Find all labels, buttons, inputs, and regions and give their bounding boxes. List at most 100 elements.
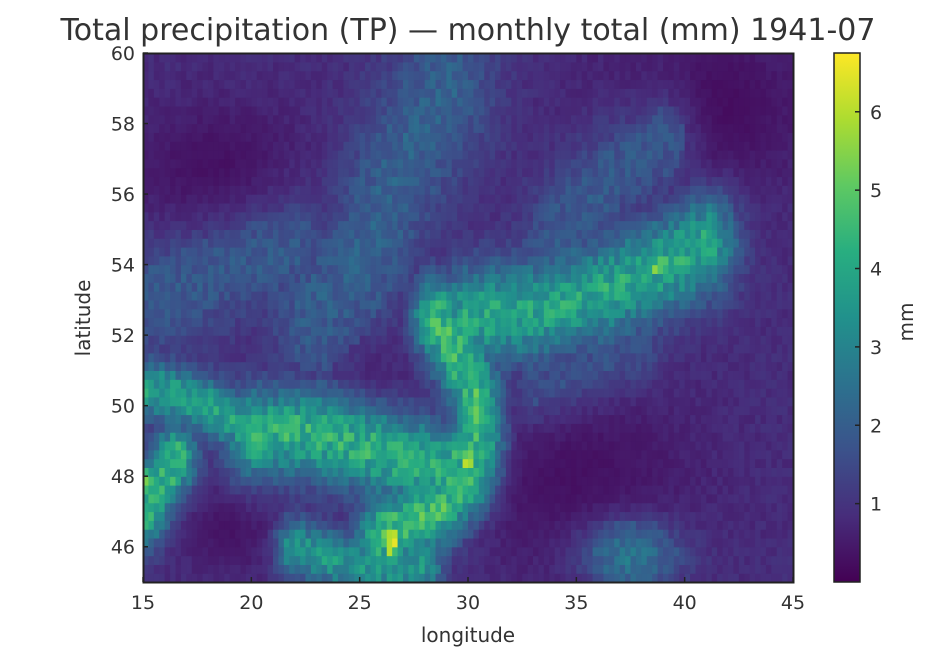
heatmap-cell <box>700 308 707 319</box>
heatmap-cell <box>451 282 458 292</box>
heatmap-cell <box>256 502 263 513</box>
heatmap-cell <box>278 502 285 513</box>
heatmap-cell <box>608 273 615 283</box>
heatmap-cell <box>511 432 518 442</box>
heatmap-cell <box>728 458 735 468</box>
heatmap-cell <box>652 423 659 433</box>
heatmap-cell <box>430 440 437 451</box>
heatmap-cells <box>143 53 794 583</box>
heatmap-cell <box>235 529 242 539</box>
heatmap-cell <box>706 511 713 521</box>
heatmap-cell <box>392 264 399 275</box>
heatmap-cell <box>365 511 372 521</box>
heatmap-cell <box>430 273 437 283</box>
heatmap-cell <box>235 440 242 451</box>
heatmap-cell <box>229 308 236 319</box>
heatmap-cell <box>191 423 198 433</box>
heatmap-cell <box>164 555 171 565</box>
heatmap-cell <box>267 379 274 389</box>
heatmap-cell <box>744 343 751 354</box>
heatmap-cell <box>782 379 789 389</box>
heatmap-cell <box>375 352 382 363</box>
heatmap-cell <box>765 546 772 557</box>
heatmap-cell <box>283 502 290 513</box>
heatmap-cell <box>343 555 350 565</box>
heatmap-cell <box>386 485 393 495</box>
heatmap-cell <box>657 573 664 583</box>
heatmap-cell <box>516 511 523 521</box>
heatmap-cell <box>343 476 350 486</box>
heatmap-cell <box>224 317 231 327</box>
heatmap-cell <box>240 493 247 504</box>
heatmap-cell <box>386 220 393 230</box>
heatmap-cell <box>592 405 599 416</box>
heatmap-cell <box>446 246 453 257</box>
heatmap-cell <box>679 317 686 327</box>
heatmap-cell <box>663 335 670 345</box>
heatmap-cell <box>294 493 301 504</box>
heatmap-cell <box>527 529 534 539</box>
heatmap-cell <box>549 520 556 530</box>
heatmap-cell <box>386 264 393 275</box>
heatmap-cell <box>679 396 686 407</box>
heatmap-cell <box>457 229 464 239</box>
heatmap-cell <box>711 440 718 451</box>
heatmap-cell <box>294 361 301 371</box>
heatmap-cell <box>554 388 561 398</box>
heatmap-cell <box>327 476 334 486</box>
heatmap-cell <box>278 449 285 460</box>
heatmap-cell <box>570 405 577 416</box>
heatmap-cell <box>408 370 415 380</box>
heatmap-cell <box>468 255 475 266</box>
heatmap-cell <box>505 291 512 301</box>
heatmap-cell <box>673 246 680 257</box>
heatmap-cell <box>608 432 615 442</box>
heatmap-cell <box>473 255 480 266</box>
heatmap-cell <box>560 537 567 548</box>
heatmap-cell <box>722 335 729 345</box>
heatmap-cell <box>744 502 751 513</box>
heatmap-cell <box>251 396 258 407</box>
heatmap-cell <box>348 273 355 283</box>
heatmap-cell <box>646 537 653 548</box>
heatmap-cell <box>408 317 415 327</box>
heatmap-cell <box>430 379 437 389</box>
heatmap-cell <box>565 432 572 442</box>
heatmap-cell <box>381 458 388 468</box>
heatmap-cell <box>240 361 247 371</box>
heatmap-cell <box>413 546 420 557</box>
heatmap-cell <box>159 326 166 336</box>
heatmap-cell <box>343 229 350 239</box>
heatmap-cell <box>403 440 410 451</box>
heatmap-cell <box>218 326 225 336</box>
heatmap-cell <box>652 396 659 407</box>
heatmap-cell <box>738 229 745 239</box>
heatmap-cell <box>327 379 334 389</box>
heatmap-cell <box>403 502 410 513</box>
heatmap-cell <box>527 405 534 416</box>
heatmap-cell <box>424 246 431 257</box>
heatmap-cell <box>191 573 198 583</box>
heatmap-cell <box>511 317 518 327</box>
heatmap-cell <box>235 299 242 310</box>
heatmap-cell <box>749 458 756 468</box>
heatmap-cell <box>744 458 751 468</box>
heatmap-cell <box>375 432 382 442</box>
heatmap-cell <box>386 564 393 574</box>
heatmap-cell <box>744 414 751 424</box>
heatmap-cell <box>300 573 307 583</box>
heatmap-cell <box>641 405 648 416</box>
heatmap-cell <box>408 405 415 416</box>
heatmap-cell <box>663 529 670 539</box>
heatmap-cell <box>213 529 220 539</box>
heatmap-cell <box>468 529 475 539</box>
heatmap-cell <box>213 238 220 248</box>
heatmap-cell <box>462 467 469 477</box>
heatmap-cell <box>668 546 675 557</box>
heatmap-cell <box>749 246 756 257</box>
heatmap-cell <box>711 485 718 495</box>
heatmap-cell <box>673 238 680 248</box>
heatmap-cell <box>321 211 328 222</box>
heatmap-cell <box>625 537 632 548</box>
heatmap-cell <box>153 238 160 248</box>
